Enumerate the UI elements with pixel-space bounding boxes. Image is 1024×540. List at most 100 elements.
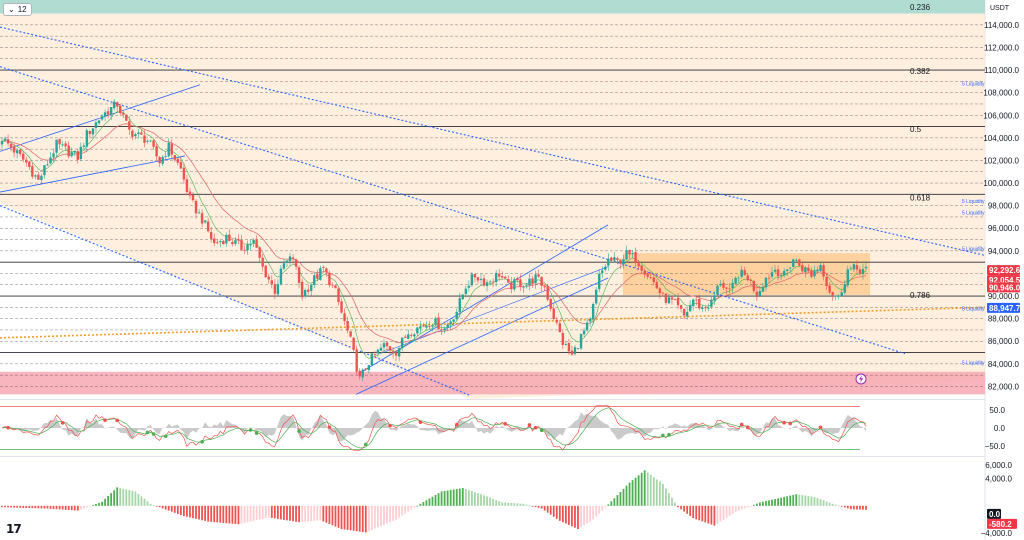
candle-body xyxy=(358,370,361,377)
candle-body xyxy=(3,138,7,141)
oscillator-tick-label: −50.0 xyxy=(985,442,1006,451)
candlestick xyxy=(422,322,425,327)
candlestick xyxy=(513,277,516,292)
price-tick-label: 94,000.0 xyxy=(988,247,1020,256)
candle-body xyxy=(413,334,416,337)
price-badge-c[interactable]: 90,946.0 xyxy=(987,282,1021,293)
candlestick xyxy=(164,151,167,159)
oscillator-tick-label: 50.0 xyxy=(989,406,1005,415)
macd-histogram-bar xyxy=(283,505,285,520)
crossover-dot xyxy=(539,428,544,433)
crossover-dot xyxy=(388,423,392,428)
candle-body xyxy=(695,299,698,301)
lightning-alert-icon[interactable] xyxy=(855,373,867,385)
macd-histogram-bar xyxy=(722,505,725,520)
candle-body xyxy=(288,256,292,262)
macd-histogram-bar xyxy=(204,505,207,521)
candle-body xyxy=(573,347,577,355)
candle-body xyxy=(607,258,610,266)
candlestick xyxy=(476,276,480,284)
macd-histogram-bar xyxy=(859,505,861,510)
candlestick xyxy=(549,298,552,312)
macd-zero-badge[interactable]: 0.0 xyxy=(987,508,1001,519)
macd-histogram-bar xyxy=(131,490,134,506)
candlestick xyxy=(258,246,261,263)
candlestick xyxy=(397,347,401,361)
candlestick xyxy=(734,276,737,285)
price-tick-label: 112,000.0 xyxy=(984,43,1020,52)
macd-histogram-bar xyxy=(461,488,464,506)
candlestick xyxy=(773,265,777,274)
macd-histogram-bar xyxy=(37,505,40,509)
candlestick xyxy=(246,240,249,255)
candle-body xyxy=(461,294,464,300)
candle-body xyxy=(352,337,355,350)
candle-body xyxy=(76,151,79,160)
candlestick xyxy=(352,337,355,352)
candle-body xyxy=(537,274,540,277)
macd-histogram-bar xyxy=(152,504,155,506)
liquidity-label: 5 Liquidity xyxy=(962,82,985,88)
candlestick xyxy=(710,295,713,310)
price-badge-a[interactable]: 92,292.6 xyxy=(987,265,1021,276)
candle-body xyxy=(97,120,101,124)
candlestick xyxy=(452,319,455,326)
candle-body xyxy=(410,334,413,336)
macd-histogram-bar xyxy=(537,505,540,508)
fib-level-label: 0.236 xyxy=(910,3,931,12)
candlestick xyxy=(810,267,813,279)
macd-pane[interactable] xyxy=(0,457,985,540)
candlestick xyxy=(579,333,583,351)
crossover-dot xyxy=(327,425,332,429)
candlestick xyxy=(831,291,834,301)
tradingview-logo[interactable]: 17 xyxy=(6,522,22,536)
macd-histogram-bar xyxy=(85,505,88,508)
macd-histogram-bar xyxy=(201,505,203,521)
candle-body xyxy=(567,343,571,352)
macd-histogram-bar xyxy=(798,494,801,506)
candlestick xyxy=(570,345,574,356)
macd-histogram-bar xyxy=(70,505,73,511)
candlestick xyxy=(425,321,428,331)
candle-body xyxy=(561,332,565,345)
macd-histogram-bar xyxy=(658,481,661,506)
macd-histogram-bar xyxy=(149,503,152,506)
candle-body xyxy=(852,264,856,270)
price-badge-d[interactable]: 88,947.7 xyxy=(987,302,1021,313)
candle-body xyxy=(510,282,513,290)
candle-body xyxy=(361,369,364,378)
macd-value-badge[interactable]: -580.2 xyxy=(987,518,1017,529)
candle-body xyxy=(128,121,131,130)
candlestick xyxy=(837,294,840,300)
candle-body xyxy=(109,107,113,115)
macd-histogram-bar xyxy=(340,505,343,530)
crossover-dot xyxy=(200,440,204,444)
liquidity-label: 5 Liquidity xyxy=(962,210,985,216)
candle-body xyxy=(188,191,192,196)
candlestick xyxy=(534,270,537,289)
candlestick xyxy=(285,260,289,268)
timeframe-button[interactable]: ⌄ 12 xyxy=(3,3,32,16)
macd-histogram-bar xyxy=(504,502,507,506)
candlestick xyxy=(731,278,734,294)
currency-label[interactable]: USDT xyxy=(990,5,1010,12)
macd-histogram-bar xyxy=(583,505,585,526)
macd-histogram-bar xyxy=(865,505,867,510)
macd-tick-label: 6,000.0 xyxy=(985,461,1012,470)
price-tick-label: 82,000.0 xyxy=(988,382,1020,391)
candle-body xyxy=(555,319,558,323)
macd-histogram-bar xyxy=(240,505,243,524)
candlestick xyxy=(661,292,665,297)
candle-body xyxy=(103,112,107,117)
macd-histogram-bar xyxy=(510,503,513,506)
macd-histogram-bar xyxy=(176,505,179,514)
candle-body xyxy=(625,250,628,260)
candle-body xyxy=(792,259,795,267)
candlestick xyxy=(64,141,67,149)
macd-histogram-bar xyxy=(273,505,276,519)
macd-histogram-bar xyxy=(413,505,416,508)
candlestick xyxy=(767,273,771,284)
candle-body xyxy=(67,145,70,157)
crossover-dot xyxy=(503,422,508,426)
